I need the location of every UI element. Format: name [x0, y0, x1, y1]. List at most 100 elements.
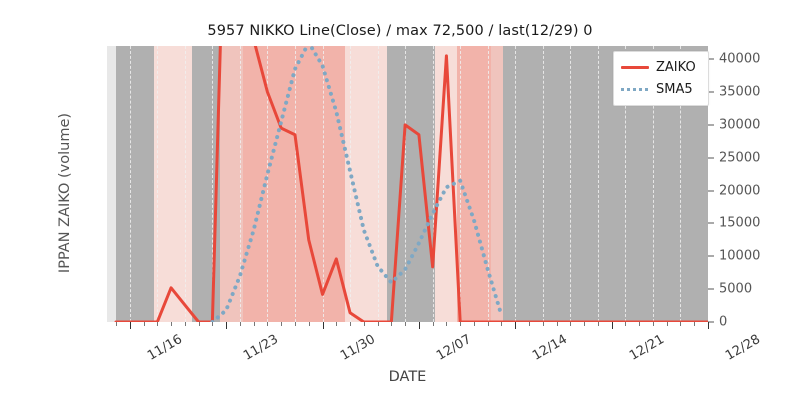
x-axis-minor-tick — [116, 322, 117, 326]
grid-line-vertical — [653, 46, 654, 322]
y-axis-tick-label: 25000 — [708, 150, 760, 165]
grid-line-vertical — [267, 46, 268, 322]
x-axis-minor-tick — [254, 322, 255, 326]
x-axis-minor-tick — [680, 322, 681, 326]
legend-swatch-solid-line — [621, 61, 649, 73]
x-axis-minor-tick — [171, 322, 172, 326]
background-band — [491, 46, 503, 322]
background-band — [243, 46, 345, 322]
y-tick-mark — [708, 321, 714, 323]
y-axis-tick-label: 30000 — [708, 117, 760, 132]
grid-line-vertical — [185, 46, 186, 322]
x-axis-major-tick — [323, 322, 324, 329]
grid-line-vertical — [598, 46, 599, 322]
x-axis-minor-tick — [240, 322, 241, 326]
x-axis-major-tick — [708, 322, 709, 329]
y-axis-tick-label: 5000 — [708, 282, 752, 297]
x-axis-minor-tick — [144, 322, 145, 326]
x-axis-tick-label: 12/14 — [530, 332, 570, 364]
background-band — [435, 46, 457, 322]
x-axis-tick-label: 11/30 — [338, 332, 378, 364]
x-axis-minor-tick — [543, 322, 544, 326]
y-tick-mark — [708, 91, 714, 93]
background-band — [116, 46, 154, 322]
x-axis-minor-tick — [336, 322, 337, 326]
grid-line-vertical — [212, 46, 213, 322]
x-axis-minor-tick — [364, 322, 365, 326]
y-tick-mark — [708, 288, 714, 290]
background-band — [457, 46, 491, 322]
series-line-sma5 — [210, 46, 504, 322]
x-axis-minor-tick — [557, 322, 558, 326]
y-axis-tick-label: 0 — [708, 315, 727, 330]
y-tick-mark — [708, 58, 714, 60]
chart-legend: ZAIKO SMA5 — [613, 51, 709, 106]
x-axis-minor-tick — [653, 322, 654, 326]
x-axis-minor-tick — [391, 322, 392, 326]
x-axis-minor-tick — [446, 322, 447, 326]
x-axis-minor-tick — [157, 322, 158, 326]
grid-line-vertical — [680, 46, 681, 322]
x-axis-minor-tick — [295, 322, 296, 326]
x-axis-major-tick — [515, 322, 516, 329]
x-axis-minor-tick — [199, 322, 200, 326]
y-axis-tick-label: 10000 — [708, 249, 760, 264]
y-axis-tick-label: 20000 — [708, 183, 760, 198]
x-axis-minor-tick — [405, 322, 406, 326]
legend-item-sma5[interactable]: SMA5 — [621, 80, 701, 98]
x-axis-minor-tick — [584, 322, 585, 326]
grid-line-vertical — [157, 46, 158, 322]
x-axis-tick-label: 11/16 — [145, 332, 185, 364]
x-axis-minor-tick — [267, 322, 268, 326]
x-axis: 11/16 11/23 11/30 12/07 12/14 12/21 12/28 — [107, 322, 763, 370]
x-axis-minor-tick — [433, 322, 434, 326]
plot-area — [107, 46, 708, 322]
y-axis-tick-label: 40000 — [708, 52, 760, 67]
x-axis-minor-tick — [625, 322, 626, 326]
x-axis-minor-tick — [501, 322, 502, 326]
series-line-zaiko — [114, 46, 708, 322]
y-tick-mark — [708, 124, 714, 126]
grid-line-vertical — [515, 46, 516, 322]
grid-line-vertical — [130, 46, 131, 322]
y-axis: 0 5000 10000 15000 20000 25000 30000 35000 40000 — [708, 46, 800, 330]
x-axis-minor-tick — [488, 322, 489, 326]
x-axis-major-tick — [226, 322, 227, 329]
grid-line-vertical — [323, 46, 324, 322]
y-tick-mark — [708, 255, 714, 257]
x-axis-tick-label: 12/07 — [434, 332, 474, 364]
x-axis-minor-tick — [694, 322, 695, 326]
grid-line-vertical — [543, 46, 544, 322]
y-tick-mark — [708, 222, 714, 224]
grid-line-vertical — [570, 46, 571, 322]
x-axis-tick-label: 12/21 — [627, 332, 667, 364]
y-axis-tick-label: 35000 — [708, 85, 760, 100]
x-axis-minor-tick — [529, 322, 530, 326]
background-band — [220, 46, 243, 322]
grid-line-vertical — [378, 46, 379, 322]
x-axis-minor-tick — [598, 322, 599, 326]
x-axis-label: DATE — [388, 369, 427, 385]
grid-line-vertical — [488, 46, 489, 322]
x-axis-minor-tick — [212, 322, 213, 326]
chart-title: 5957 NIKKO Line(Close) / max 72,500 / la… — [207, 23, 593, 39]
grid-line-vertical — [295, 46, 296, 322]
y-tick-mark — [708, 190, 714, 192]
legend-item-zaiko[interactable]: ZAIKO — [621, 58, 701, 76]
grid-line-vertical — [405, 46, 406, 322]
y-axis-tick-label: 15000 — [708, 216, 760, 231]
legend-label-sma5: SMA5 — [656, 81, 693, 97]
grid-line-vertical — [460, 46, 461, 322]
grid-line-vertical — [240, 46, 241, 322]
legend-label-zaiko: ZAIKO — [656, 59, 696, 75]
x-axis-minor-tick — [570, 322, 571, 326]
x-axis-tick-label: 11/23 — [241, 332, 281, 364]
grid-line-vertical — [350, 46, 351, 322]
x-axis-minor-tick — [281, 322, 282, 326]
background-band — [107, 46, 116, 322]
x-axis-minor-tick — [474, 322, 475, 326]
x-axis-major-tick — [612, 322, 613, 329]
series-lines — [114, 46, 708, 322]
x-axis-minor-tick — [460, 322, 461, 326]
